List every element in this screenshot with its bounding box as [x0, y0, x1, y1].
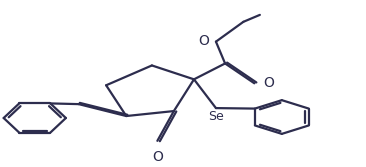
- Text: O: O: [152, 150, 163, 164]
- Text: O: O: [264, 76, 274, 90]
- Text: O: O: [198, 34, 209, 48]
- Text: Se: Se: [208, 110, 224, 123]
